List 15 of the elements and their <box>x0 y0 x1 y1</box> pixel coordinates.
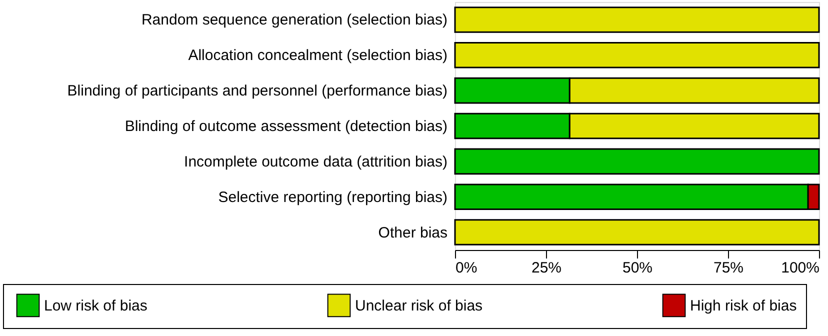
legend-label: Low risk of bias <box>44 297 148 314</box>
y-tick-label: Allocation concealment (selection bias) <box>188 47 448 64</box>
y-tick-label: Incomplete outcome data (attrition bias) <box>184 153 448 170</box>
x-tick-label: 0% <box>456 260 478 276</box>
y-tick-label: Selective reporting (reporting bias) <box>218 188 448 206</box>
legend-label: High risk of bias <box>690 297 797 314</box>
y-tick-label: Blinding of outcome assessment (detection bias) <box>124 118 448 135</box>
x-tick-label: 50% <box>622 260 653 276</box>
x-tick-label: 100% <box>781 260 820 276</box>
legend-label: Unclear risk of bias <box>355 297 483 314</box>
y-tick-label: Blinding of participants and personnel (performance bias) <box>67 82 448 100</box>
x-tick-label: 25% <box>531 260 562 276</box>
x-tick-label: 75% <box>713 260 744 276</box>
y-tick-label: Random sequence generation (selection bias) <box>141 12 448 29</box>
y-tick-label: Other bias <box>378 224 448 242</box>
